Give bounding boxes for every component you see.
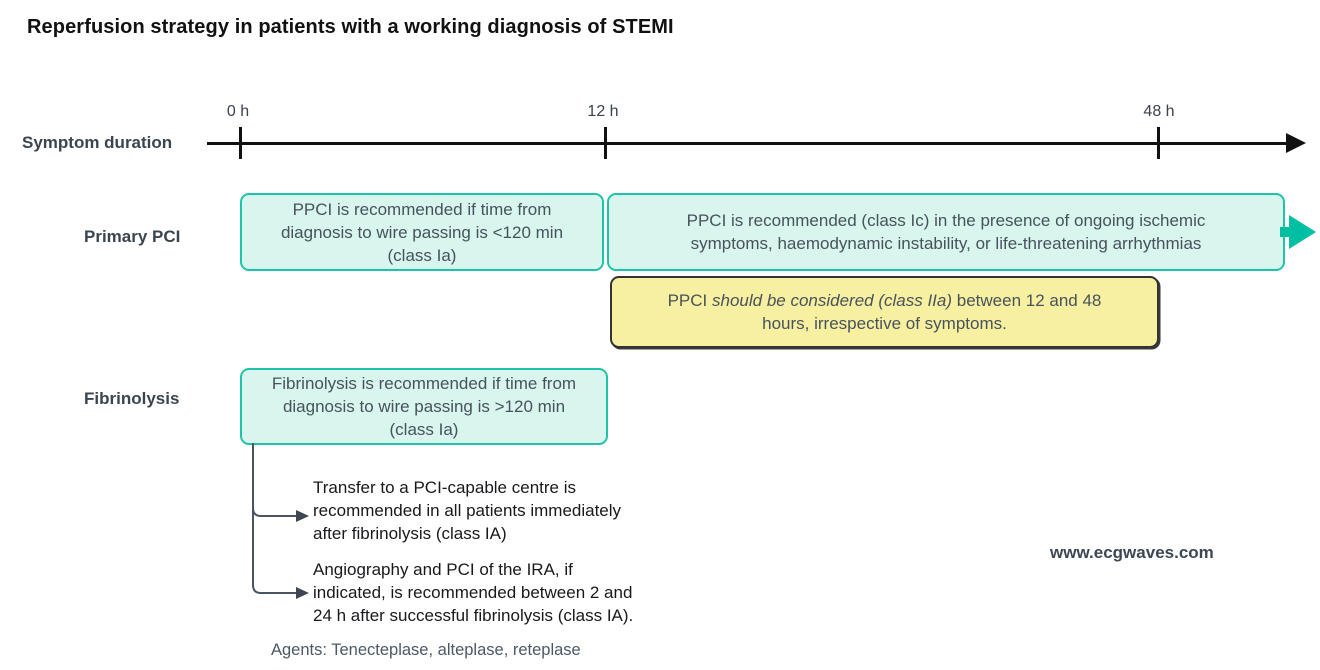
timeline-arrowhead-icon [1286,133,1306,153]
fibrinolysis-box-line: (class Ia) [389,420,459,439]
fibrinolysis-box: Fibrinolysis is recommended if time from… [240,368,608,445]
timeline-tick-label-48h: 48 h [1143,103,1175,120]
fibrinolysis-box-line: Fibrinolysis is recommended if time from [271,374,577,393]
ppci-late-box: PPCI is recommended (class Ic) in the pr… [607,193,1285,271]
fibrinolysis-branch-connector [252,443,309,599]
branch-arrowhead-icon [296,587,309,599]
timeline-axis-line [207,142,1289,145]
page-title: Reperfusion strategy in patients with a … [27,16,674,38]
ppci-consider-box: PPCI should be considered (class IIa) be… [610,276,1159,348]
ppci-early-box-line: diagnosis to wire passing is <120 min [280,222,564,242]
timeline-tick-label-0h: 0 h [226,103,250,120]
ppci-consider-suffix: between 12 and 48 hours, irrespective of… [762,291,1102,333]
timeline-tick-12h [604,127,607,159]
ppci-late-box-line: symptoms, haemodynamic instability, or l… [690,234,1202,253]
primary-pci-row-label: Primary PCI [84,227,181,246]
branch-arrowhead-icon [296,510,309,522]
timeline-tick-label-12h: 12 h [587,103,619,120]
transfer-note-line: after fibrinolysis (class IA) [313,524,507,543]
ppci-late-continue-arrow-icon [1280,215,1316,249]
timeline-axis-label: Symptom duration [22,133,173,152]
fibrinolysis-row-label: Fibrinolysis [84,389,180,408]
fibrinolysis-box-line: diagnosis to wire passing is >120 min [282,397,566,416]
transfer-note-line: recommended in all patients immediately [313,501,622,520]
angiography-note: Angiography and PCI of the IRA, if indic… [313,558,678,627]
ppci-early-box: PPCI is recommended if time from diagnos… [240,193,604,271]
ppci-early-box-line: PPCI is recommended if time from [292,199,552,219]
transfer-note: Transfer to a PCI-capable centre is reco… [313,476,663,545]
fibrinolysis-agents-text: Agents: Tenecteplase, alteplase, retepla… [271,641,581,659]
timeline-tick-48h [1157,127,1160,159]
angiography-note-line: Angiography and PCI of the IRA, if [313,560,573,579]
angiography-note-line: 24 h after successful fibrinolysis (clas… [313,606,634,625]
ppci-consider-italic: should be considered (class IIa) [712,291,953,310]
ppci-consider-box-text: PPCI should be considered (class IIa) be… [642,289,1127,335]
ppci-early-box-line: (class Ia) [387,245,457,265]
transfer-note-line: Transfer to a PCI-capable centre is [313,478,576,497]
website-watermark: www.ecgwaves.com [1050,543,1214,562]
timeline-tick-0h [239,127,242,159]
ppci-consider-prefix: PPCI [667,291,712,310]
ppci-late-box-line: PPCI is recommended (class Ic) in the pr… [686,211,1206,230]
angiography-note-line: indicated, is recommended between 2 and [313,583,633,602]
